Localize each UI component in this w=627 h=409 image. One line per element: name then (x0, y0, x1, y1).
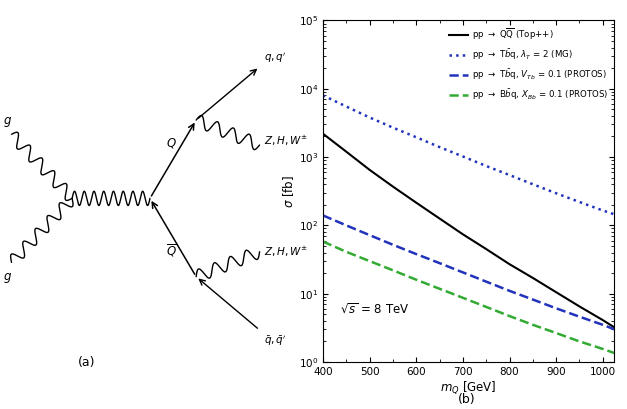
pp $\rightarrow$ B$\bar{b}$q, $X_{Bb}$ = 0.1 (PROTOS) (611, 351, 618, 355)
pp $\rightarrow$ Q$\overline{\rm Q}$ (Top++) (482, 247, 490, 252)
pp $\rightarrow$ T$\bar{b}$q, $\lambda_T$ = 2 (MG) (436, 145, 443, 150)
pp $\rightarrow$ T$\bar{b}$q, $V_{Tb}$ = 0.1 (PROTOS) (482, 279, 490, 284)
Text: $\sqrt{s}$ = 8 TeV: $\sqrt{s}$ = 8 TeV (340, 303, 410, 317)
X-axis label: $m_Q$ [GeV]: $m_Q$ [GeV] (440, 380, 497, 396)
pp $\rightarrow$ T$\bar{b}$q, $V_{Tb}$ = 0.1 (PROTOS) (459, 270, 466, 275)
pp $\rightarrow$ T$\bar{b}$q, $V_{Tb}$ = 0.1 (PROTOS) (413, 252, 420, 256)
pp $\rightarrow$ B$\bar{b}$q, $X_{Bb}$ = 0.1 (PROTOS) (599, 346, 606, 351)
pp $\rightarrow$ Q$\overline{\rm Q}$ (Top++) (342, 149, 350, 154)
pp $\rightarrow$ T$\bar{b}$q, $\lambda_T$ = 2 (MG) (529, 182, 537, 187)
pp $\rightarrow$ T$\bar{b}$q, $V_{Tb}$ = 0.1 (PROTOS) (342, 223, 350, 228)
pp $\rightarrow$ Q$\overline{\rm Q}$ (Top++) (529, 276, 537, 281)
pp $\rightarrow$ T$\bar{b}$q, $\lambda_T$ = 2 (MG) (576, 200, 583, 204)
pp $\rightarrow$ T$\bar{b}$q, $\lambda_T$ = 2 (MG) (366, 115, 373, 120)
pp $\rightarrow$ T$\bar{b}$q, $V_{Tb}$ = 0.1 (PROTOS) (506, 288, 514, 293)
pp $\rightarrow$ T$\bar{b}$q, $\lambda_T$ = 2 (MG) (413, 135, 420, 140)
pp $\rightarrow$ T$\bar{b}$q, $\lambda_T$ = 2 (MG) (506, 173, 514, 178)
pp $\rightarrow$ B$\bar{b}$q, $X_{Bb}$ = 0.1 (PROTOS) (436, 286, 443, 291)
pp $\rightarrow$ Q$\overline{\rm Q}$ (Top++) (436, 216, 443, 221)
pp $\rightarrow$ B$\bar{b}$q, $X_{Bb}$ = 0.1 (PROTOS) (366, 258, 373, 263)
pp $\rightarrow$ B$\bar{b}$q, $X_{Bb}$ = 0.1 (PROTOS) (413, 277, 420, 282)
pp $\rightarrow$ T$\bar{b}$q, $\lambda_T$ = 2 (MG) (389, 125, 397, 130)
pp $\rightarrow$ Q$\overline{\rm Q}$ (Top++) (599, 318, 606, 323)
pp $\rightarrow$ T$\bar{b}$q, $\lambda_T$ = 2 (MG) (342, 104, 350, 109)
Line: pp $\rightarrow$ Q$\overline{\rm Q}$ (Top++): pp $\rightarrow$ Q$\overline{\rm Q}$ (To… (323, 134, 614, 328)
pp $\rightarrow$ Q$\overline{\rm Q}$ (Top++) (389, 184, 397, 189)
Text: (b): (b) (458, 393, 476, 406)
pp $\rightarrow$ Q$\overline{\rm Q}$ (Top++) (366, 167, 373, 172)
Text: $Q$: $Q$ (166, 136, 177, 150)
pp $\rightarrow$ B$\bar{b}$q, $X_{Bb}$ = 0.1 (PROTOS) (319, 239, 327, 244)
pp $\rightarrow$ B$\bar{b}$q, $X_{Bb}$ = 0.1 (PROTOS) (389, 268, 397, 273)
pp $\rightarrow$ Q$\overline{\rm Q}$ (Top++) (413, 200, 420, 205)
pp $\rightarrow$ B$\bar{b}$q, $X_{Bb}$ = 0.1 (PROTOS) (506, 314, 514, 319)
pp $\rightarrow$ T$\bar{b}$q, $V_{Tb}$ = 0.1 (PROTOS) (599, 322, 606, 327)
pp $\rightarrow$ T$\bar{b}$q, $V_{Tb}$ = 0.1 (PROTOS) (389, 242, 397, 247)
pp $\rightarrow$ B$\bar{b}$q, $X_{Bb}$ = 0.1 (PROTOS) (552, 330, 560, 335)
pp $\rightarrow$ T$\bar{b}$q, $V_{Tb}$ = 0.1 (PROTOS) (366, 233, 373, 238)
Legend: pp $\rightarrow$ Q$\overline{\rm Q}$ (Top++), pp $\rightarrow$ T$\bar{b}$q, $\la: pp $\rightarrow$ Q$\overline{\rm Q}$ (To… (447, 25, 610, 103)
pp $\rightarrow$ Q$\overline{\rm Q}$ (Top++) (459, 232, 466, 237)
Text: $q, q^{\prime}$: $q, q^{\prime}$ (264, 51, 287, 65)
Text: (a): (a) (78, 355, 95, 369)
pp $\rightarrow$ Q$\overline{\rm Q}$ (Top++) (506, 262, 514, 267)
pp $\rightarrow$ Q$\overline{\rm Q}$ (Top++) (319, 131, 327, 136)
Line: pp $\rightarrow$ T$\bar{b}$q, $V_{Tb}$ = 0.1 (PROTOS): pp $\rightarrow$ T$\bar{b}$q, $V_{Tb}$ =… (323, 216, 614, 329)
Text: $\bar{q}, \bar{q}^{\prime}$: $\bar{q}, \bar{q}^{\prime}$ (264, 333, 287, 348)
Text: $Z, H, W^{\pm}$: $Z, H, W^{\pm}$ (264, 135, 308, 148)
pp $\rightarrow$ T$\bar{b}$q, $\lambda_T$ = 2 (MG) (611, 212, 618, 217)
pp $\rightarrow$ Q$\overline{\rm Q}$ (Top++) (611, 325, 618, 330)
Text: $g$: $g$ (3, 115, 12, 129)
Line: pp $\rightarrow$ B$\bar{b}$q, $X_{Bb}$ = 0.1 (PROTOS): pp $\rightarrow$ B$\bar{b}$q, $X_{Bb}$ =… (323, 242, 614, 353)
pp $\rightarrow$ T$\bar{b}$q, $V_{Tb}$ = 0.1 (PROTOS) (552, 306, 560, 311)
pp $\rightarrow$ T$\bar{b}$q, $V_{Tb}$ = 0.1 (PROTOS) (576, 314, 583, 319)
pp $\rightarrow$ T$\bar{b}$q, $\lambda_T$ = 2 (MG) (552, 191, 560, 196)
pp $\rightarrow$ T$\bar{b}$q, $V_{Tb}$ = 0.1 (PROTOS) (319, 213, 327, 218)
Text: $g$: $g$ (3, 271, 12, 285)
Text: $\overline{Q}$: $\overline{Q}$ (166, 243, 177, 259)
pp $\rightarrow$ Q$\overline{\rm Q}$ (Top++) (576, 304, 583, 309)
pp $\rightarrow$ T$\bar{b}$q, $V_{Tb}$ = 0.1 (PROTOS) (611, 327, 618, 332)
pp $\rightarrow$ T$\bar{b}$q, $\lambda_T$ = 2 (MG) (319, 93, 327, 98)
Line: pp $\rightarrow$ T$\bar{b}$q, $\lambda_T$ = 2 (MG): pp $\rightarrow$ T$\bar{b}$q, $\lambda_T… (323, 95, 614, 214)
pp $\rightarrow$ B$\bar{b}$q, $X_{Bb}$ = 0.1 (PROTOS) (529, 322, 537, 327)
pp $\rightarrow$ B$\bar{b}$q, $X_{Bb}$ = 0.1 (PROTOS) (576, 339, 583, 344)
pp $\rightarrow$ T$\bar{b}$q, $\lambda_T$ = 2 (MG) (459, 154, 466, 159)
pp $\rightarrow$ B$\bar{b}$q, $X_{Bb}$ = 0.1 (PROTOS) (482, 304, 490, 309)
pp $\rightarrow$ Q$\overline{\rm Q}$ (Top++) (552, 290, 560, 294)
pp $\rightarrow$ T$\bar{b}$q, $\lambda_T$ = 2 (MG) (599, 208, 606, 213)
pp $\rightarrow$ T$\bar{b}$q, $\lambda_T$ = 2 (MG) (482, 164, 490, 169)
pp $\rightarrow$ B$\bar{b}$q, $X_{Bb}$ = 0.1 (PROTOS) (459, 295, 466, 300)
pp $\rightarrow$ B$\bar{b}$q, $X_{Bb}$ = 0.1 (PROTOS) (342, 249, 350, 254)
pp $\rightarrow$ T$\bar{b}$q, $V_{Tb}$ = 0.1 (PROTOS) (436, 261, 443, 265)
Y-axis label: $\sigma$ [fb]: $\sigma$ [fb] (281, 175, 296, 208)
pp $\rightarrow$ T$\bar{b}$q, $V_{Tb}$ = 0.1 (PROTOS) (529, 297, 537, 302)
Text: $Z, H, W^{\pm}$: $Z, H, W^{\pm}$ (264, 245, 308, 259)
